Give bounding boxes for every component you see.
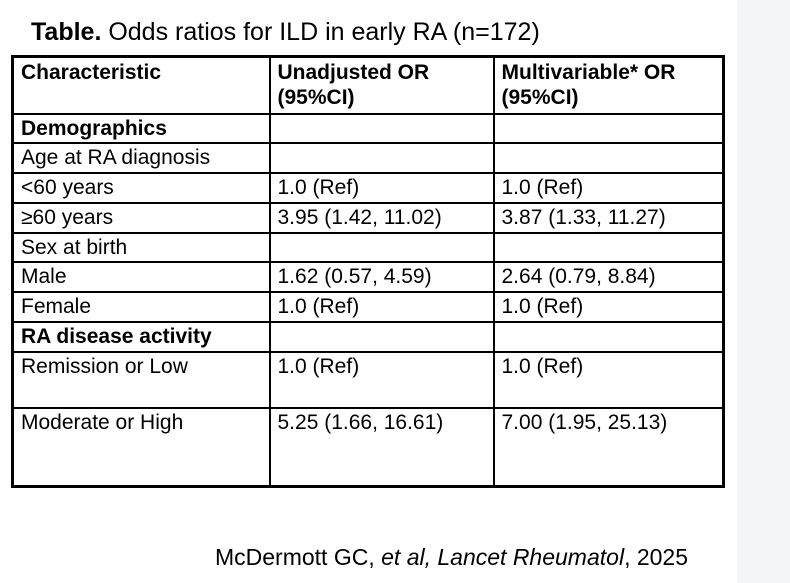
row-label: Remission or Low — [11, 350, 271, 409]
multivariable-or-cell: 1.0 (Ref) — [492, 291, 725, 323]
row-label: Demographics — [11, 112, 271, 145]
citation-year: , 2025 — [624, 544, 689, 570]
row-label: ≥60 years — [11, 201, 271, 234]
unadjusted-or-cell — [268, 142, 495, 175]
title-table-label: Table. — [31, 18, 102, 46]
row-label: Moderate or High — [11, 406, 271, 488]
multivariable-or-cell — [492, 112, 725, 145]
multivariable-or-cell: 1.0 (Ref) — [492, 172, 725, 204]
column-header-multivariable-or: Multivariable* OR (95%CI) — [492, 55, 725, 115]
row-label: Age at RA diagnosis — [11, 142, 271, 175]
title-text: Odds ratios for ILD in early RA (n=172) — [101, 18, 540, 46]
row-label: Male — [11, 261, 271, 294]
unadjusted-or-cell: 5.25 (1.66, 16.61) — [268, 406, 495, 488]
table-row-remission-or-low: Remission or Low 1.0 (Ref) 1.0 (Ref) — [11, 350, 725, 409]
table-row-demographics: Demographics — [11, 112, 725, 145]
table-row-ra-disease-activity: RA disease activity — [11, 320, 725, 353]
unadjusted-or-cell — [268, 231, 495, 264]
citation-journal: et al, Lancet Rheumatol — [381, 544, 625, 570]
unadjusted-or-cell — [268, 112, 495, 145]
multivariable-or-cell — [492, 320, 725, 353]
table-row-under-60-years: <60 years 1.0 (Ref) 1.0 (Ref) — [11, 172, 725, 204]
odds-ratio-table: Characteristic Unadjusted OR (95%CI) Mul… — [11, 55, 725, 489]
right-margin-strip — [737, 0, 790, 583]
row-label: Sex at birth — [11, 231, 271, 264]
footer-citation: McDermott GC, et al, Lancet Rheumatol, 2… — [215, 544, 688, 571]
unadjusted-or-cell — [268, 320, 495, 353]
multivariable-or-cell: 2.64 (0.79, 8.84) — [492, 261, 725, 294]
page-title: Table. Odds ratios for ILD in early RA (… — [31, 18, 540, 47]
multivariable-or-cell: 7.00 (1.95, 25.13) — [492, 406, 725, 488]
multivariable-or-cell — [492, 142, 725, 175]
table-row-age-at-ra-diagnosis: Age at RA diagnosis — [11, 142, 725, 175]
table-row-sex-at-birth: Sex at birth — [11, 231, 725, 264]
unadjusted-or-cell: 1.62 (0.57, 4.59) — [268, 261, 495, 294]
unadjusted-or-cell: 1.0 (Ref) — [268, 350, 495, 409]
multivariable-or-cell: 3.87 (1.33, 11.27) — [492, 201, 725, 234]
table-header-row: Characteristic Unadjusted OR (95%CI) Mul… — [11, 55, 725, 115]
unadjusted-or-cell: 1.0 (Ref) — [268, 172, 495, 204]
multivariable-or-cell — [492, 231, 725, 264]
row-label: Female — [11, 291, 271, 323]
citation-authors: McDermott GC, — [215, 544, 382, 570]
column-header-characteristic: Characteristic — [11, 55, 271, 115]
row-label: RA disease activity — [11, 320, 271, 353]
unadjusted-or-cell: 1.0 (Ref) — [268, 291, 495, 323]
unadjusted-or-cell: 3.95 (1.42, 11.02) — [268, 201, 495, 234]
table-row-male: Male 1.62 (0.57, 4.59) 2.64 (0.79, 8.84) — [11, 261, 725, 294]
table-row-60-years-and-over: ≥60 years 3.95 (1.42, 11.02) 3.87 (1.33,… — [11, 201, 725, 234]
column-header-unadjusted-or: Unadjusted OR (95%CI) — [268, 55, 495, 115]
table-row-female: Female 1.0 (Ref) 1.0 (Ref) — [11, 291, 725, 323]
table-row-moderate-or-high: Moderate or High 5.25 (1.66, 16.61) 7.00… — [11, 406, 725, 488]
row-label: <60 years — [11, 172, 271, 204]
multivariable-or-cell: 1.0 (Ref) — [492, 350, 725, 409]
